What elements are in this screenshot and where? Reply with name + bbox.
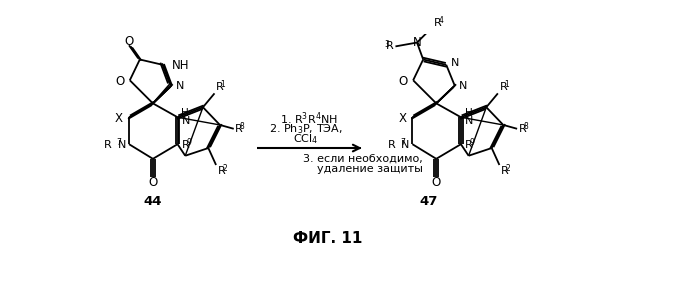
Text: O: O [431,176,441,189]
Text: N: N [176,82,184,91]
Text: R: R [104,140,112,150]
Text: 7: 7 [117,138,121,147]
Text: 3. если необходимо,: 3. если необходимо, [303,154,423,164]
Text: R: R [181,140,189,150]
Text: R: R [216,82,224,92]
Text: N: N [401,140,409,150]
Text: 8: 8 [240,122,245,131]
Text: ФИГ. 11: ФИГ. 11 [293,231,362,246]
Text: R: R [519,124,526,134]
Text: N: N [413,36,422,49]
Text: N: N [459,82,468,91]
Text: 2: 2 [505,164,510,173]
Text: 7: 7 [400,138,405,147]
Text: удаление защиты: удаление защиты [303,164,423,174]
Text: O: O [124,35,133,47]
Text: X: X [115,112,123,124]
Text: O: O [115,75,124,87]
Text: R: R [386,41,394,51]
Text: 47: 47 [419,195,438,208]
Text: 44: 44 [144,195,162,208]
Text: N: N [465,116,473,126]
Text: R: R [499,82,507,92]
Text: H: H [181,108,189,118]
Text: 9: 9 [186,138,191,147]
Text: 9: 9 [469,138,474,147]
Text: 3: 3 [385,39,389,49]
Text: N: N [451,58,459,68]
Text: 1: 1 [221,80,225,89]
Text: O: O [399,75,408,87]
Text: 2. Ph$_3$P, ТЭА,: 2. Ph$_3$P, ТЭА, [269,123,343,136]
Text: 8: 8 [524,122,528,131]
Text: R: R [218,166,225,176]
Text: H: H [465,108,473,118]
Text: R: R [465,140,473,150]
Text: 1. R$^3$R$^4$NH: 1. R$^3$R$^4$NH [280,110,337,127]
Text: R: R [501,166,509,176]
Text: R: R [434,18,442,28]
Text: CCl$_4$: CCl$_4$ [293,133,319,147]
Text: R: R [387,140,396,150]
Text: O: O [148,176,158,189]
Text: N: N [181,116,190,126]
Text: N: N [117,140,126,150]
Text: 2: 2 [222,164,227,173]
Text: X: X [399,112,406,124]
Text: R: R [235,124,243,134]
Text: NH: NH [172,59,190,72]
Text: 1: 1 [504,80,509,89]
Text: 4: 4 [438,16,443,25]
